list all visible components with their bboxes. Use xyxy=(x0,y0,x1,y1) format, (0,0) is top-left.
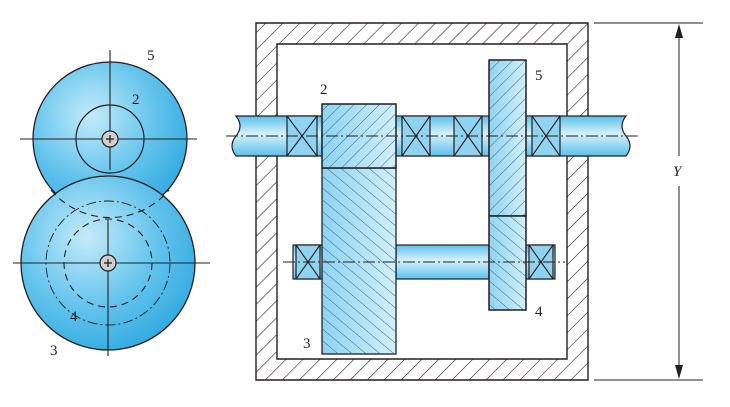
section-label-4: 4 xyxy=(535,304,543,320)
dimension-y: Y xyxy=(594,23,703,380)
end-view-label-5: 5 xyxy=(147,48,155,64)
end-view-label-2: 2 xyxy=(132,92,140,108)
shaft-center-bottom xyxy=(100,255,116,271)
gear-5-section xyxy=(489,60,526,216)
section-label-5: 5 xyxy=(535,68,543,84)
end-view-label-3: 3 xyxy=(50,343,58,359)
gear-3-section xyxy=(322,168,396,354)
end-view: 5 2 4 3 xyxy=(13,48,210,359)
end-view-label-4: 4 xyxy=(70,309,78,325)
dimension-label-y: Y xyxy=(673,164,683,180)
dimension-arrow-bottom xyxy=(675,365,683,379)
section-label-3: 3 xyxy=(303,336,311,352)
section-label-2: 2 xyxy=(320,82,328,98)
shaft-center-top xyxy=(102,131,118,147)
gear-4-section xyxy=(489,216,526,310)
dimension-arrow-top xyxy=(675,24,683,38)
section-view: 2 5 4 3 xyxy=(226,23,640,380)
